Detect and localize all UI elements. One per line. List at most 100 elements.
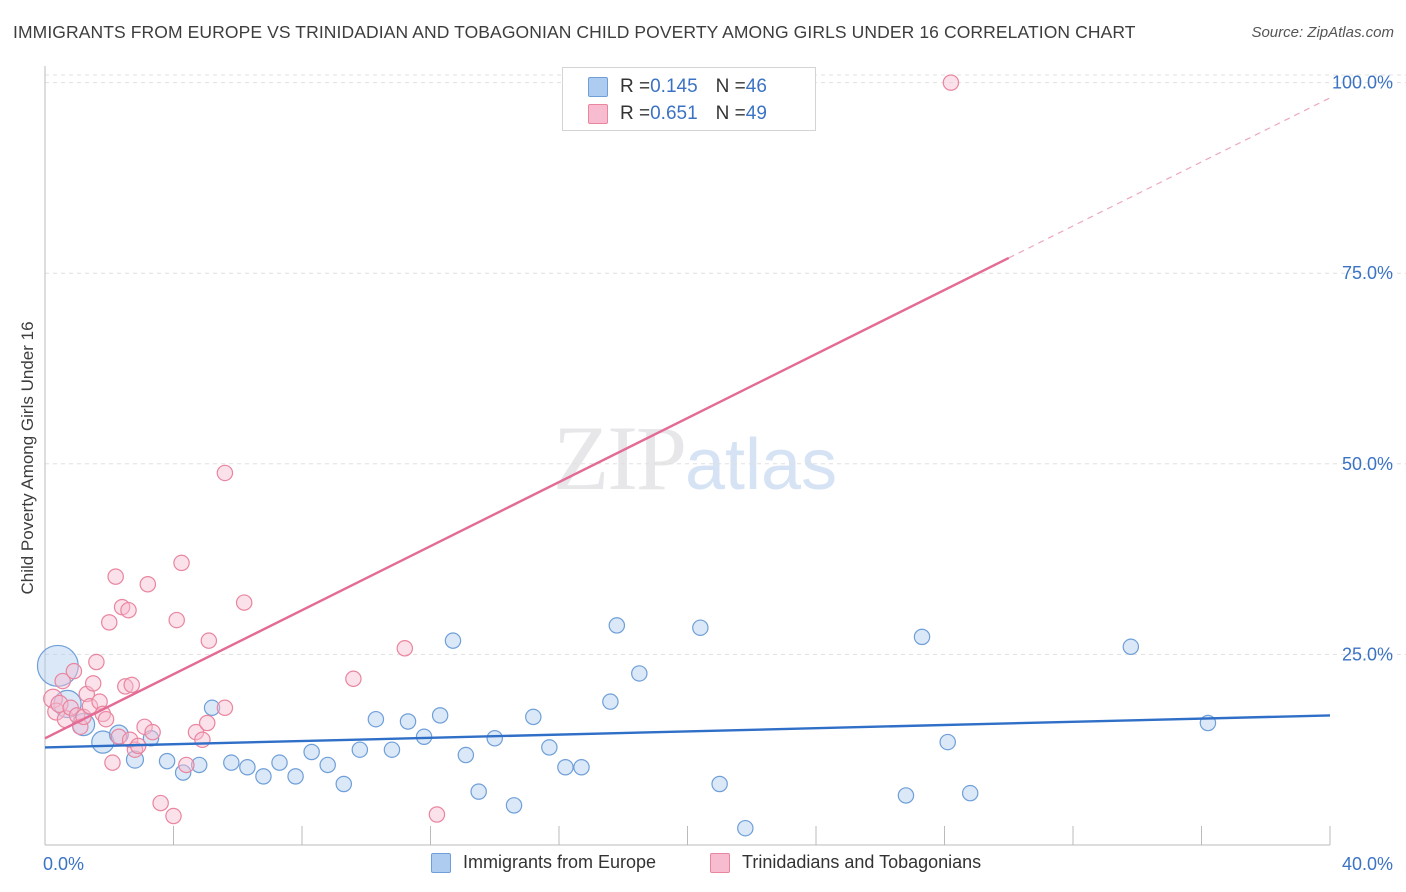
chart-title: IMMIGRANTS FROM EUROPE VS TRINIDADIAN AN…: [13, 22, 1136, 42]
europe-point: [711, 775, 728, 793]
x-tick-label: 40.0%: [1342, 854, 1393, 874]
watermark: ZIPatlas: [553, 405, 837, 511]
n-label: N =: [715, 103, 746, 124]
stats-legend: R = 0.145 N = 46 R = 0.651 N = 49: [562, 67, 816, 131]
europe-point: [239, 758, 256, 776]
legend-item-europe[interactable]: Immigrants from Europe: [431, 852, 656, 873]
trinidad-point: [139, 576, 157, 593]
trinidad-point: [178, 756, 195, 774]
trinidad-point: [88, 653, 105, 671]
europe-point: [913, 628, 931, 646]
trinidad-trend-extension: [1008, 97, 1331, 259]
europe-point: [351, 741, 369, 758]
trinidad-point: [65, 662, 83, 680]
europe-point: [505, 797, 523, 814]
n-value: 46: [745, 76, 767, 97]
source-credit: Source: ZipAtlas.com: [1251, 24, 1394, 41]
x-tick-label: 0.0%: [43, 854, 84, 874]
europe-point: [190, 756, 208, 774]
europe-point: [303, 743, 320, 761]
europe-point: [287, 768, 304, 785]
europe-point: [319, 756, 336, 774]
trinidad-point: [428, 806, 446, 823]
trinidad-point: [216, 699, 234, 717]
europe-point: [525, 708, 542, 726]
europe-point: [431, 707, 449, 724]
europe-point: [203, 699, 221, 717]
r-label: R =: [620, 103, 651, 124]
stats-row-europe: R = 0.145 N = 46: [588, 75, 767, 99]
europe-point: [444, 632, 462, 649]
trinidad-point: [198, 714, 216, 732]
r-label: R =: [620, 76, 651, 97]
trinidad-point: [200, 632, 218, 649]
blue-swatch: [588, 77, 608, 97]
trinidad-point: [144, 723, 161, 741]
trinidad-point: [136, 718, 153, 736]
trinidad-point: [104, 754, 121, 771]
europe-point: [602, 693, 619, 710]
trinidad-point: [50, 694, 69, 714]
trinidad-point: [84, 675, 102, 692]
europe-point: [961, 784, 979, 802]
stats-row-trinidad: R = 0.651 N = 49: [588, 102, 767, 126]
r-value: 0.651: [650, 103, 698, 124]
europe-point: [399, 713, 417, 730]
europe-point: [1122, 638, 1140, 656]
trinidad-point: [97, 710, 115, 728]
europe-point: [557, 758, 574, 776]
legend-label-europe: Immigrants from Europe: [463, 852, 657, 872]
legend-label-trinidad: Trinidadians and Tobagonians: [742, 852, 982, 872]
blue-swatch: [431, 852, 451, 873]
europe-point: [158, 752, 176, 770]
y-axis-label-text: Child Poverty Among Girls Under 16: [18, 321, 37, 595]
trinidad-point: [120, 601, 137, 619]
trinidad-point: [91, 693, 108, 710]
europe-point: [541, 739, 558, 756]
trinidad-point: [117, 678, 134, 695]
trinidad-point: [396, 640, 414, 657]
trinidad-point: [942, 74, 960, 91]
pink-swatch: [588, 104, 608, 124]
europe-point: [939, 733, 956, 751]
europe-trend-line: [44, 714, 1331, 749]
watermark-zip: ZIP: [553, 407, 687, 509]
pink-swatch: [710, 852, 730, 873]
europe-point: [271, 754, 288, 771]
europe-point: [573, 758, 590, 776]
trinidad-point: [168, 611, 185, 629]
trinidad-point: [165, 807, 182, 825]
trinidad-point: [107, 568, 124, 585]
europe-point: [383, 741, 401, 758]
europe-point: [692, 619, 709, 636]
trinidad-point: [100, 614, 118, 631]
trinidad-point: [216, 464, 234, 482]
n-value: 49: [745, 103, 767, 124]
y-tick-label: 25.0%: [1342, 644, 1393, 664]
n-label: N =: [715, 76, 746, 97]
watermark-atlas: atlas: [685, 425, 838, 505]
trinidad-point: [194, 731, 211, 749]
europe-point: [335, 775, 353, 793]
r-value: 0.145: [650, 76, 698, 97]
europe-point: [631, 665, 648, 682]
europe-point: [897, 787, 915, 804]
trinidad-point: [54, 672, 71, 690]
y-tick-label: 75.0%: [1342, 263, 1393, 283]
europe-point: [457, 746, 475, 764]
europe-point: [223, 754, 240, 771]
trinidad-point: [173, 554, 190, 572]
europe-point: [367, 710, 385, 728]
europe-point: [255, 768, 272, 785]
europe-point: [470, 783, 487, 800]
europe-point: [737, 819, 754, 837]
trinidad-point: [81, 697, 99, 715]
trinidad-point: [235, 594, 253, 611]
trinidad-point: [123, 676, 140, 694]
y-tick-label: 50.0%: [1342, 454, 1393, 474]
legend-item-trinidad[interactable]: Trinidadians and Tobagonians: [710, 852, 981, 873]
trinidad-point: [152, 794, 169, 812]
europe-point: [486, 730, 504, 747]
trinidad-trend-line: [44, 256, 1010, 740]
